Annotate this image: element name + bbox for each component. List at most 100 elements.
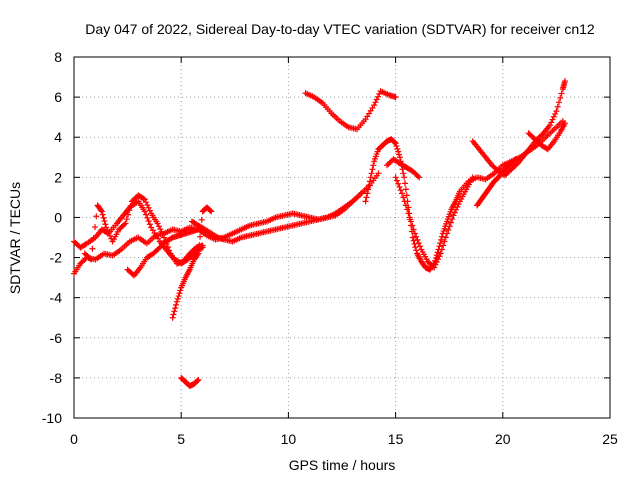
data-point [444, 230, 451, 237]
data-point-interp [92, 224, 99, 231]
data-point-interp [408, 218, 415, 225]
x-tick-label: 25 [602, 431, 618, 447]
y-axis-label: SDTVAR / TECUs [7, 182, 23, 294]
data-point-interp [436, 253, 443, 260]
data-point-interp [123, 216, 130, 223]
data-point-interp [102, 221, 109, 228]
data-point-interp [557, 94, 564, 101]
data-point [450, 212, 457, 219]
x-tick-label: 10 [281, 431, 297, 447]
data-point [141, 208, 148, 215]
data-point [362, 198, 369, 205]
data-point-interp [447, 219, 454, 226]
data-point-interp [453, 206, 460, 213]
data-point-interp [125, 211, 132, 218]
data-point-interp [144, 202, 151, 209]
chart-title: Day 047 of 2022, Sidereal Day-to-day VTE… [85, 21, 595, 37]
data-point-interp [194, 251, 201, 258]
data-point-interp [159, 231, 166, 238]
data-point-interp [433, 258, 440, 265]
data-point-interp [393, 143, 400, 150]
data-point-interp [455, 201, 462, 208]
data-point-interp [372, 99, 379, 106]
data-point [195, 250, 202, 257]
data-point [416, 174, 423, 181]
data-point [371, 102, 378, 109]
data-point-interp [194, 377, 201, 384]
data-point-interp [126, 207, 133, 214]
data-point [561, 78, 568, 85]
data-point-interp [166, 247, 173, 254]
data-point-interp [417, 243, 424, 250]
series-track-n [525, 120, 568, 153]
data-point-interp [176, 290, 183, 297]
data-point-interp [441, 238, 448, 245]
data-point-interp [93, 213, 100, 220]
data-point [469, 174, 476, 181]
data-point-interp [548, 119, 555, 126]
x-tick-label: 15 [388, 431, 404, 447]
data-point-interp [395, 148, 402, 155]
data-point-interp [140, 195, 147, 202]
data-point-interp [367, 174, 374, 181]
data-point-interp [442, 234, 449, 241]
series-track-e [188, 170, 382, 245]
data-point-interp [449, 216, 456, 223]
data-point-interp [396, 151, 403, 158]
data-point [195, 376, 202, 383]
series-track-c [81, 192, 206, 267]
y-tick-label: 0 [54, 209, 62, 225]
data-point-interp [414, 236, 421, 243]
data-point-interp [197, 233, 204, 240]
data-point [546, 122, 553, 129]
data-point-interp [207, 207, 214, 214]
data-point-interp [170, 311, 177, 318]
data-point-interp [406, 214, 413, 221]
data-point-interp [89, 245, 96, 252]
data-point [173, 298, 180, 305]
data-point-interp [146, 207, 153, 214]
y-tick-label: 2 [54, 169, 62, 185]
data-point [88, 256, 95, 263]
data-point-interp [373, 96, 380, 103]
data-point-interp [174, 295, 181, 302]
data-point-interp [394, 145, 401, 152]
data-point-interp [376, 90, 383, 97]
data-point [392, 140, 399, 147]
data-point-interp [402, 186, 409, 193]
data-point-interp [363, 194, 370, 201]
data-point-interp [558, 90, 565, 97]
x-tick-label: 20 [495, 431, 511, 447]
data-point [154, 220, 161, 227]
data-point [392, 94, 399, 101]
data-point-interp [375, 93, 382, 100]
data-point-interp [549, 116, 556, 123]
data-point-interp [90, 234, 97, 241]
data-point-interp [364, 190, 371, 197]
data-point-interp [393, 177, 400, 184]
data-point [375, 170, 382, 177]
axis-ticks [73, 56, 611, 419]
data-point-interp [143, 199, 150, 206]
data-point [392, 174, 399, 181]
data-point-interp [197, 225, 204, 232]
data-point-interp [101, 218, 108, 225]
y-tick-label: -2 [50, 250, 63, 266]
y-tick-label: 6 [54, 89, 62, 105]
data-point-interp [451, 209, 458, 216]
y-tick-label: 4 [54, 129, 62, 145]
data-point-interp [432, 261, 439, 268]
data-point-interp [414, 173, 421, 180]
data-point [208, 208, 215, 215]
series-track-j [392, 174, 476, 271]
data-point-interp [411, 240, 418, 247]
data-point-interp [198, 216, 205, 223]
data-point-interp [397, 187, 404, 194]
x-axis-label: GPS time / hours [289, 457, 396, 473]
data-point [409, 234, 416, 241]
data-point-interp [145, 204, 152, 211]
series-track-l [469, 78, 568, 179]
data-point-interp [391, 139, 398, 146]
data-point-interp [366, 182, 373, 189]
data-point-interp [157, 226, 164, 233]
